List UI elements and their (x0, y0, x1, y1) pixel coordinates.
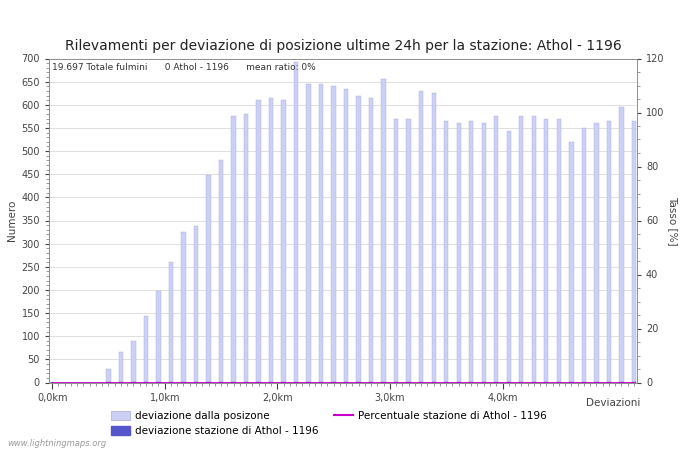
Bar (620, 107, 624, 382)
Title: Rilevamenti per deviazione di posizione ultime 24h per la stazione: Athol - 1196: Rilevamenti per deviazione di posizione … (64, 39, 622, 53)
Bar (394, 119, 398, 382)
Bar (194, 226, 198, 382)
Bar (419, 91, 424, 382)
Bar (206, 175, 211, 382)
Bar (444, 121, 449, 382)
Bar (219, 160, 223, 382)
Bar (544, 119, 549, 382)
Text: Deviazioni: Deviazioni (586, 398, 640, 408)
Bar (431, 93, 436, 382)
Bar (594, 123, 598, 382)
Bar (181, 232, 186, 382)
Legend: deviazione dalla posizone, deviazione stazione di Athol - 1196, Percentuale staz: deviazione dalla posizone, deviazione st… (107, 407, 551, 440)
Text: www.lightningmaps.org: www.lightningmaps.org (7, 439, 106, 448)
Text: 19.697 Totale fulmini      0 Athol - 1196      mean ratio: 0%: 19.697 Totale fulmini 0 Athol - 1196 mea… (52, 63, 316, 72)
Bar (531, 117, 536, 382)
Bar (119, 352, 123, 382)
Bar (519, 117, 524, 382)
Bar (556, 119, 561, 382)
Bar (482, 123, 486, 382)
Bar (407, 119, 411, 382)
Bar (231, 117, 236, 382)
Y-axis label: Numero: Numero (7, 200, 18, 241)
Y-axis label: Tasso [%]: Tasso [%] (668, 196, 678, 245)
Bar (106, 369, 111, 382)
Bar (244, 114, 248, 382)
Bar (269, 98, 273, 382)
Bar (331, 86, 336, 382)
Bar (631, 121, 636, 382)
Bar (156, 291, 161, 382)
Bar (132, 341, 136, 382)
Bar (369, 98, 373, 382)
Bar (356, 95, 360, 382)
Bar (281, 100, 286, 382)
Bar (456, 123, 461, 382)
Bar (144, 316, 148, 382)
Bar (607, 121, 611, 382)
Bar (294, 62, 298, 382)
Bar (569, 142, 573, 382)
Bar (256, 100, 260, 382)
Bar (582, 128, 586, 382)
Bar (319, 84, 323, 382)
Bar (382, 79, 386, 382)
Bar (307, 84, 311, 382)
Bar (494, 117, 498, 382)
Bar (469, 121, 473, 382)
Bar (169, 262, 173, 382)
Bar (344, 89, 349, 382)
Bar (507, 131, 511, 382)
